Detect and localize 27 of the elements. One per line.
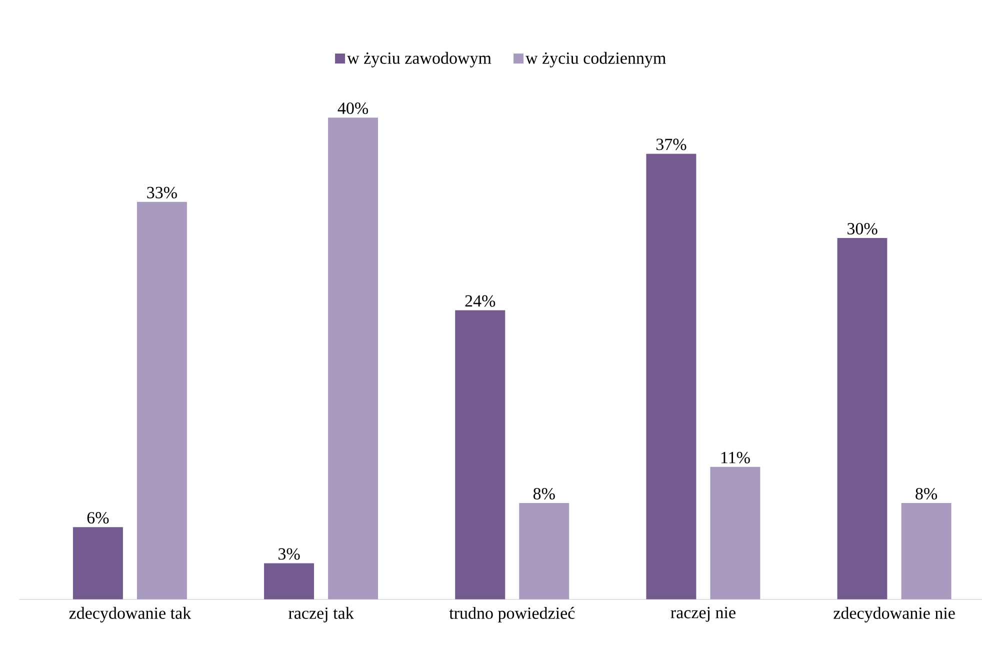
data-label: 8% [533,488,555,500]
bar [519,503,570,600]
bar [901,503,952,600]
bar [136,202,187,600]
data-label: 40% [338,102,368,114]
x-tick-label: raczej nie [670,606,736,622]
bar [646,154,696,600]
legend-label: w życiu zawodowym [347,52,492,68]
legend-label: w życiu codziennym [526,52,666,68]
bar [455,310,506,600]
data-label: 6% [87,512,109,524]
data-label: 33% [147,186,177,198]
bar [264,563,314,600]
bar [72,527,123,600]
data-label: 8% [916,488,938,500]
data-label: 30% [848,222,878,234]
data-label: 3% [278,548,300,560]
data-label: 11% [721,452,750,464]
data-label: 37% [656,138,686,150]
bar [328,118,378,600]
x-tick-label: zdecydowanie nie [834,606,955,622]
x-tick-label: trudno powiedzieć [449,606,575,622]
bar [710,466,760,600]
data-label: 24% [465,295,496,307]
bar [837,238,888,600]
x-tick-label: zdecydowanie tak [69,606,192,622]
x-tick-label: raczej tak [288,606,354,622]
